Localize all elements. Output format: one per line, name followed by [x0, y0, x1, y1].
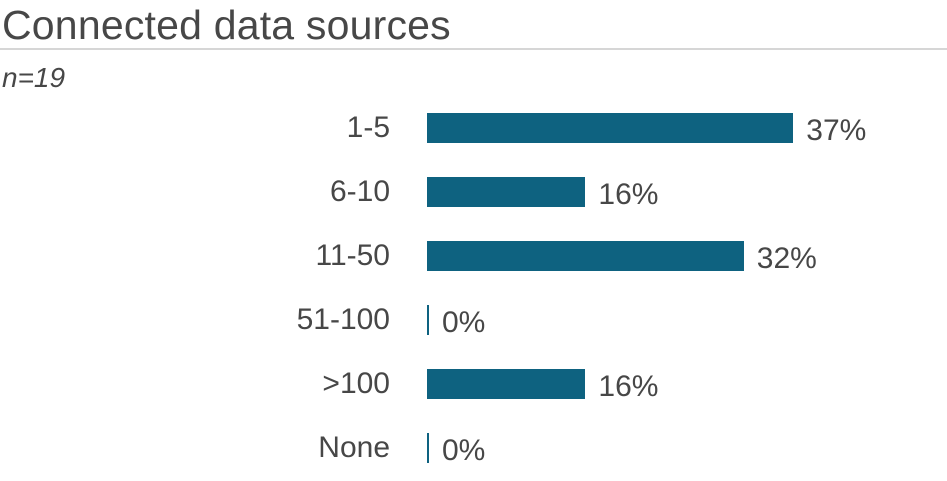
category-label: 6-10 [329, 175, 390, 208]
category-label: 51-100 [296, 303, 390, 336]
bar [427, 113, 794, 143]
bar [427, 433, 429, 463]
category-label: 11-50 [315, 239, 390, 272]
category-label: >100 [322, 367, 390, 400]
bar-row: 11-50 32% [0, 224, 947, 288]
value-label: 0% [442, 434, 486, 467]
value-label: 16% [598, 178, 659, 211]
bar-area: 0% [427, 288, 947, 352]
sample-size-label: n=19 [2, 62, 66, 93]
bar-area: 16% [427, 160, 947, 224]
category-label: 1-5 [346, 111, 390, 144]
value-label: 37% [806, 114, 867, 147]
chart-title: Connected data sources [0, 0, 947, 50]
value-label: 32% [756, 242, 817, 275]
bar-row: None 0% [0, 416, 947, 480]
bar-area: 16% [427, 352, 947, 416]
category-label: None [318, 431, 390, 464]
bar [427, 369, 586, 399]
bar [427, 305, 429, 335]
value-label: 0% [442, 306, 486, 339]
value-label: 16% [598, 370, 659, 403]
bar-area: 0% [427, 416, 947, 480]
bar-row: 1-5 37% [0, 96, 947, 160]
bar-area: 37% [427, 96, 947, 160]
bar [427, 177, 586, 207]
bar-row: 51-100 0% [0, 288, 947, 352]
bar-chart: 1-5 37% 6-10 16% 11-50 32% 51-100 0% >10… [0, 96, 947, 480]
bar-area: 32% [427, 224, 947, 288]
bar [427, 241, 744, 271]
bar-row: 6-10 16% [0, 160, 947, 224]
bar-row: >100 16% [0, 352, 947, 416]
